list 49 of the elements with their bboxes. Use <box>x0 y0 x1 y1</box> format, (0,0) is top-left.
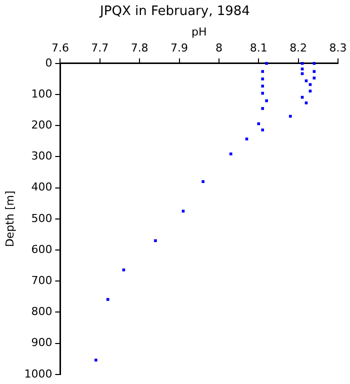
point <box>300 72 304 76</box>
x-tick-label: 7.9 <box>170 42 188 55</box>
x-tick-label: 7.6 <box>51 42 69 55</box>
y-tick-label: 400 <box>31 180 52 194</box>
y-tick-label: 900 <box>31 336 52 350</box>
point <box>261 78 264 80</box>
y-tick-label: 300 <box>31 150 52 163</box>
y-tick-label: 100 <box>31 87 52 100</box>
point <box>304 101 308 104</box>
y-tick-label: 700 <box>31 274 52 287</box>
point <box>312 70 316 73</box>
point <box>245 138 248 140</box>
x-tick-label: 8 <box>215 42 222 55</box>
y-tick-label: 800 <box>31 305 52 318</box>
point <box>261 107 264 110</box>
y-tick-label: 1000 <box>24 367 52 380</box>
y-tick-label: 500 <box>31 212 52 225</box>
y-tick-label: 200 <box>31 118 52 132</box>
x-tick-label: 7.7 <box>91 42 109 55</box>
point <box>94 358 98 362</box>
point <box>265 99 268 102</box>
point <box>106 298 110 301</box>
point <box>261 128 264 132</box>
x-tick-label: 8.3 <box>329 42 347 55</box>
point <box>312 76 316 80</box>
point <box>229 152 232 156</box>
point <box>154 239 157 242</box>
point <box>182 210 185 213</box>
point <box>300 68 304 70</box>
x-axis-title: pH <box>191 25 207 38</box>
point <box>308 90 312 92</box>
point <box>265 62 268 65</box>
point <box>257 122 260 126</box>
chart-title: JPQX in February, 1984 <box>98 3 251 21</box>
y-tick-label: 600 <box>31 242 52 256</box>
y-tick-label: 0 <box>45 56 52 70</box>
point <box>261 84 264 88</box>
point <box>122 268 126 272</box>
x-tick-label: 7.8 <box>130 42 148 55</box>
point <box>288 114 292 118</box>
point <box>308 83 312 86</box>
point <box>312 62 316 65</box>
x-tick-label: 8.2 <box>290 42 308 55</box>
point <box>261 70 264 73</box>
point <box>300 62 304 65</box>
x-tick-label: 8.1 <box>250 42 268 55</box>
point <box>202 180 204 183</box>
y-axis-title: Depth [m] <box>3 190 16 248</box>
point <box>261 92 264 95</box>
